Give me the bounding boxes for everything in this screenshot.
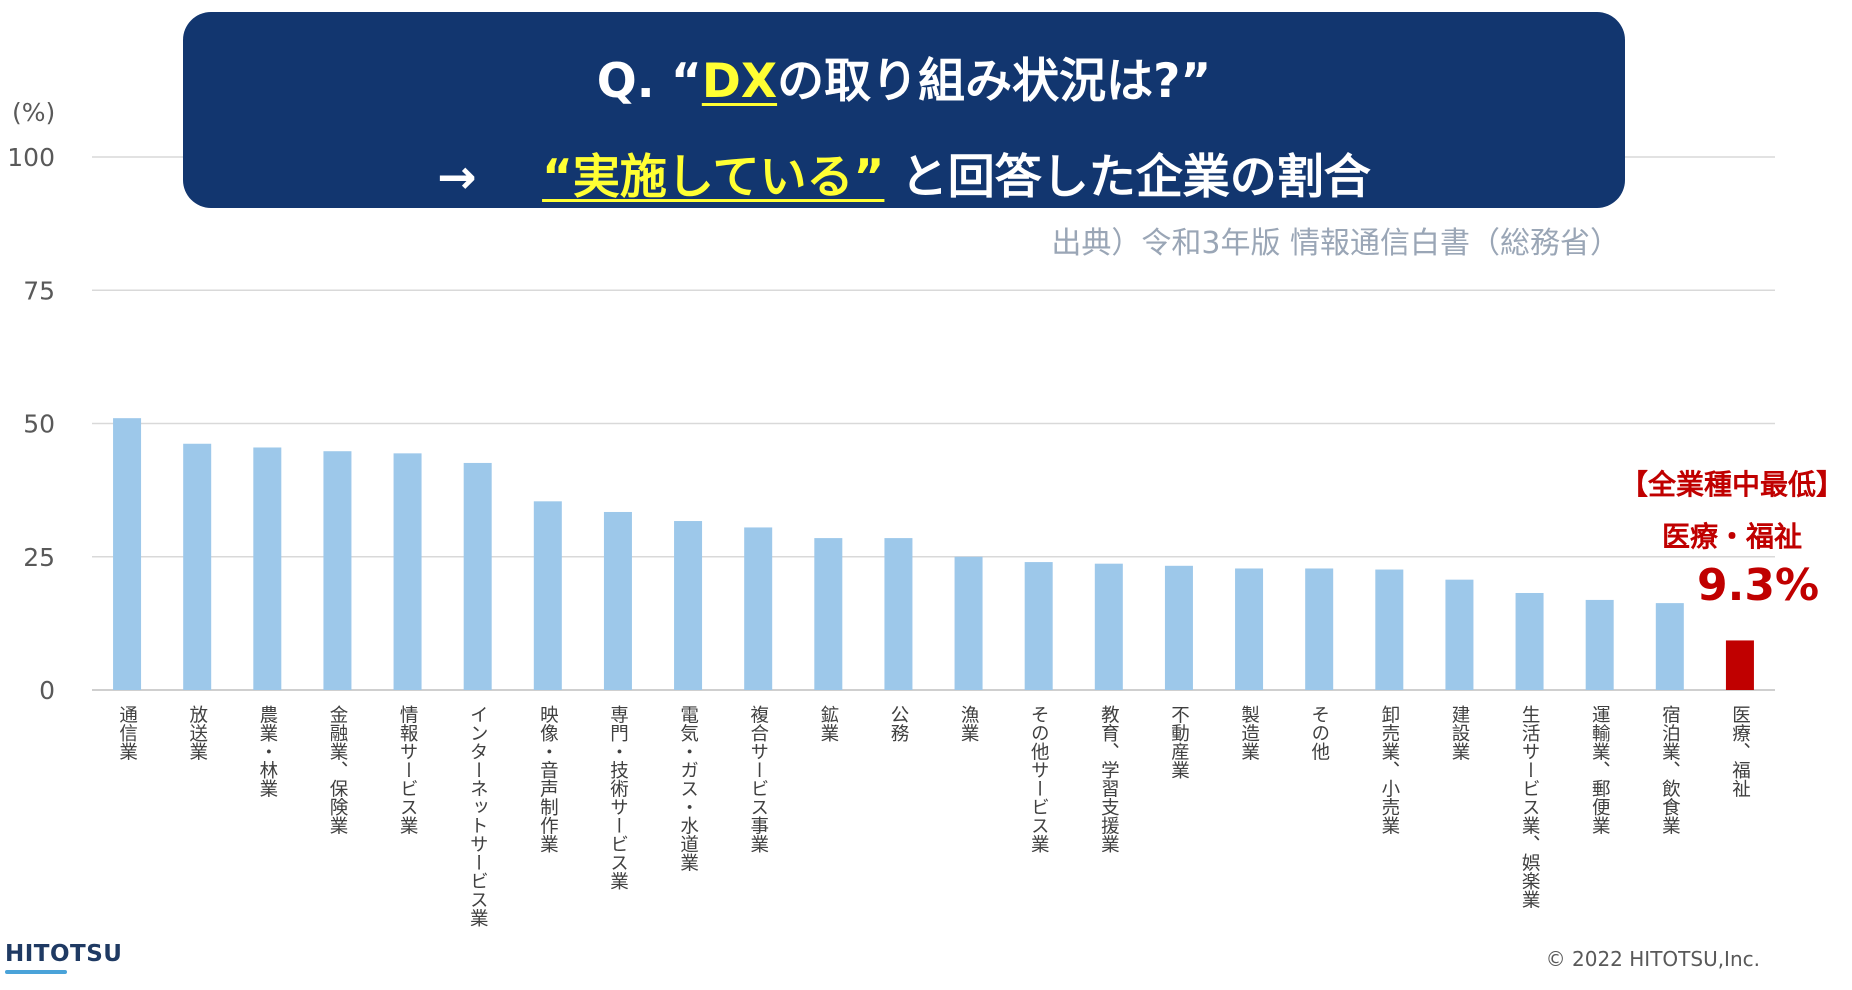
bar (253, 447, 282, 690)
x-category-label: 教育、学習支援業 (1098, 705, 1119, 853)
copyright: © 2022 HITOTSU,Inc. (1545, 947, 1760, 971)
x-category-label: 公務 (888, 705, 909, 743)
x-category-label: 放送業 (187, 705, 208, 761)
bar (463, 462, 492, 690)
bar (744, 527, 773, 690)
gridlines (92, 156, 1775, 691)
bar (814, 538, 843, 690)
x-category-label: 漁業 (958, 705, 979, 742)
bar (1235, 568, 1264, 690)
bar (1515, 592, 1544, 690)
x-category-label: 宿泊業、飲食業 (1659, 705, 1680, 835)
x-category-label: 複合サービス事業 (748, 705, 769, 853)
x-category-label: 金融業、保険業 (327, 705, 348, 835)
bars (113, 418, 1754, 690)
title-question-highlight: DX (701, 54, 778, 109)
arrow-icon: → (437, 150, 477, 205)
x-category-label: 運輸業、郵便業 (1589, 705, 1610, 835)
bar (183, 443, 212, 690)
bar (1094, 563, 1123, 690)
x-category-label: インターネットサービス業 (467, 705, 488, 927)
bar (113, 418, 142, 690)
x-category-label: 卸売業、小売業 (1379, 705, 1400, 835)
y-tick-label: 50 (23, 410, 55, 439)
x-category-label: その他 (1309, 705, 1330, 761)
bar (603, 511, 632, 690)
x-category-label: 鉱業 (818, 705, 839, 742)
y-tick-label: 75 (23, 276, 55, 305)
y-axis-unit: (%) (12, 98, 55, 127)
x-category-label: 映像・音声制作業 (537, 705, 558, 853)
bar (1375, 569, 1404, 690)
bar (1445, 579, 1474, 690)
x-category-label: その他サービス業 (1028, 705, 1049, 853)
x-category-label: 通信業 (117, 705, 138, 761)
title-banner: Q. “DXの取り組み状況は?” → “実施している” と回答した企業の割合 (183, 12, 1625, 208)
bar (323, 451, 352, 690)
y-axis-ticks: 0 25 50 75 100 (7, 143, 55, 705)
bar (674, 521, 703, 690)
x-axis-labels: 通信業 放送業 農業・林業 金融業、保険業 情報サービス業 インターネットサービス業 映像・… (117, 705, 1751, 927)
title-answer: → “実施している” と回答した企業の割合 (183, 138, 1625, 207)
x-category-label: 農業・林業 (257, 705, 278, 798)
bar (1655, 603, 1684, 690)
title-question: Q. “DXの取り組み状況は?” (183, 42, 1625, 111)
callout-tag: 【全業種中最低】 (1620, 468, 1845, 501)
company-logo: HITOTSU (5, 941, 123, 967)
callout-category: 医療・福祉 (1662, 520, 1803, 553)
bar (393, 453, 422, 690)
y-tick-label: 0 (39, 676, 55, 705)
source-note: 出典）令和3年版 情報通信白書（総務省） (1051, 226, 1620, 261)
bar (1305, 568, 1334, 690)
x-category-label: 製造業 (1239, 705, 1260, 761)
bar (1024, 562, 1053, 690)
x-category-label: 不動産業 (1168, 705, 1189, 779)
x-category-label: 生活サービス業、娯楽業 (1519, 705, 1540, 909)
y-tick-label: 100 (7, 143, 55, 172)
bar (954, 556, 983, 690)
bar (1164, 565, 1193, 690)
bar (533, 501, 562, 690)
y-tick-label: 25 (23, 543, 55, 572)
title-question-suffix: の取り組み状況は?” (777, 54, 1212, 109)
title-answer-highlight: “実施している” (542, 150, 885, 205)
title-question-prefix: Q. “ (596, 54, 702, 109)
logo-underline (5, 970, 67, 974)
title-answer-suffix: と回答した企業の割合 (900, 150, 1371, 205)
x-category-label: 建設業 (1449, 705, 1470, 761)
bar (1725, 640, 1754, 690)
x-category-label: 専門・技術サービス業 (607, 705, 628, 890)
bar (1585, 599, 1614, 690)
x-category-label: 情報サービス業 (397, 705, 418, 835)
bar (884, 538, 913, 690)
x-category-label: 電気・ガス・水道業 (678, 705, 699, 872)
callout-value: 9.3% (1697, 560, 1820, 611)
x-category-label: 医療、福祉 (1729, 705, 1750, 798)
